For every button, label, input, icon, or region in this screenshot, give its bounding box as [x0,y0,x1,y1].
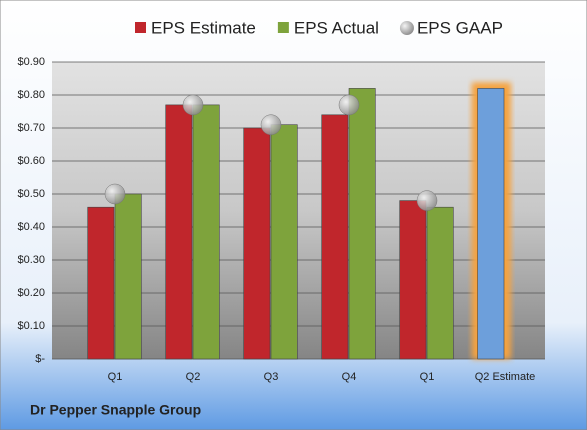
legend-swatch [399,21,414,35]
x-tick-label: Q1 [108,371,123,383]
bar [87,206,115,360]
chart-title: Dr Pepper Snapple Group [30,402,201,418]
bar [321,114,349,360]
y-tick-label: $- [35,353,45,365]
bar [426,206,454,360]
y-tick-label: $0.10 [17,320,45,332]
y-tick-label: $0.20 [17,287,45,299]
bar [243,127,271,360]
legend-label: EPS Estimate [151,18,256,37]
gaap-marker [260,114,282,135]
bar [270,124,298,360]
bar [114,193,142,360]
gaap-marker [338,94,360,116]
y-tick-label: $0.50 [17,188,45,200]
bar [477,88,505,360]
x-tick-label: Q4 [342,371,357,383]
bar [192,104,220,360]
y-tick-label: $0.90 [17,56,45,68]
legend-label: EPS GAAP [417,18,503,37]
x-tick-label: Q1 [420,371,435,383]
y-tick-label: $0.80 [17,89,45,101]
bar [399,200,427,360]
gaap-marker [104,183,126,205]
y-tick-label: $0.70 [17,122,45,134]
y-tick-label: $0.60 [17,155,45,167]
y-tick-label: $0.40 [17,221,45,233]
gaap-marker [416,190,438,211]
legend-swatch [135,22,146,33]
bar [165,104,193,360]
legend-label: EPS Actual [294,18,379,37]
x-tick-label: Q3 [264,371,279,383]
y-tick-label: $0.30 [17,254,45,266]
x-tick-label: Q2 [186,371,201,383]
gaap-marker [182,94,204,116]
legend-swatch [277,22,289,33]
x-tick-label: Q2 Estimate [475,371,536,383]
bar [348,88,376,360]
